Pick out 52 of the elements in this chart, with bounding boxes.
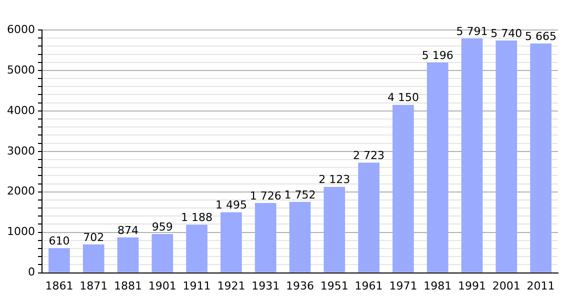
- x-tick-label: 1961: [354, 279, 383, 292]
- bar: [254, 202, 276, 272]
- data-label: 1 495: [215, 198, 247, 212]
- bar: [461, 38, 483, 272]
- data-label: 1 752: [284, 188, 316, 202]
- x-tick-label: 1931: [252, 279, 280, 292]
- data-label: 2 123: [318, 173, 350, 186]
- bar: [117, 237, 139, 272]
- data-label: 5 196: [422, 48, 454, 62]
- bar: [82, 244, 104, 272]
- x-tick-label: 1901: [148, 279, 176, 292]
- data-label: 1 188: [181, 211, 213, 224]
- y-tick-label: 4000: [6, 104, 35, 117]
- bar: [324, 186, 346, 272]
- bar: [358, 162, 380, 272]
- y-tick-label: 6000: [6, 22, 35, 36]
- data-label: 1 726: [250, 189, 282, 202]
- x-tick-label: 1951: [320, 279, 348, 292]
- bar: [392, 104, 414, 272]
- y-tick-label: 0: [28, 266, 35, 279]
- x-tick-label: 1921: [217, 279, 246, 292]
- x-tick-label: 1981: [424, 279, 452, 292]
- bar: [152, 234, 174, 272]
- data-label: 610: [48, 234, 70, 248]
- bar: [48, 248, 70, 272]
- data-label: 5 791: [456, 24, 488, 38]
- x-tick-label: 1881: [114, 279, 142, 292]
- bar: [289, 202, 311, 272]
- data-label: 874: [117, 224, 138, 237]
- x-tick-label: 1991: [458, 279, 486, 292]
- bar: [220, 212, 242, 272]
- data-label: 702: [83, 230, 104, 244]
- x-tick-label: 1971: [389, 279, 418, 292]
- data-label: 5 665: [525, 30, 557, 43]
- data-label: 5 740: [490, 26, 522, 40]
- x-tick-label: 2001: [492, 279, 520, 292]
- x-tick-label: 2011: [526, 279, 555, 292]
- x-tick-label: 1861: [45, 279, 74, 292]
- x-tick-label: 1911: [182, 279, 211, 292]
- x-tick-label: 1871: [80, 279, 108, 292]
- y-tick-label: 2000: [6, 184, 35, 198]
- bar: [496, 40, 518, 272]
- y-tick-label: 1000: [6, 225, 35, 238]
- bar: [426, 62, 448, 272]
- data-label: 959: [152, 220, 173, 234]
- bar: [530, 44, 552, 272]
- bar: [186, 224, 208, 272]
- data-label: 2 723: [353, 148, 385, 162]
- y-tick-label: 5000: [6, 63, 35, 76]
- y-tick-label: 3000: [6, 144, 35, 158]
- x-tick-label: 1936: [286, 279, 314, 292]
- data-label: 4 150: [387, 91, 419, 104]
